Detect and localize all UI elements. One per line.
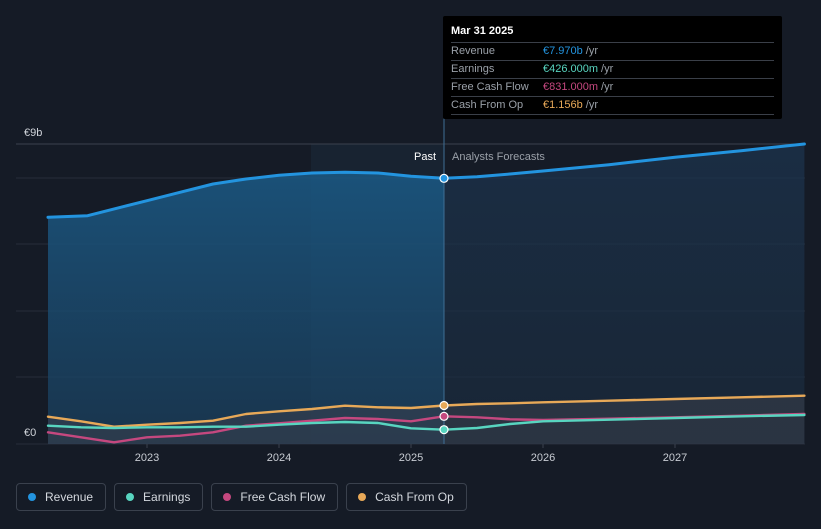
forecast-label: Analysts Forecasts (452, 151, 545, 163)
tooltip-unit: /yr (585, 99, 598, 111)
earnings-line (46, 413, 806, 431)
revenue-area-past (48, 172, 444, 445)
x-tick-label: 2023 (135, 452, 159, 464)
tooltip: Mar 31 2025 Revenue €7.970b /yr Earnings… (443, 16, 782, 119)
tooltip-value: €831.000m (543, 81, 599, 93)
legend-label: Earnings (143, 490, 191, 504)
legend-item-revenue[interactable]: Revenue (16, 483, 107, 511)
legend-label: Free Cash Flow (240, 490, 326, 504)
legend-item-earnings[interactable]: Earnings (114, 483, 204, 511)
legend-item-free-cash-flow[interactable]: Free Cash Flow (211, 483, 339, 511)
revenue-area-forecast (444, 144, 805, 444)
tooltip-date: Mar 31 2025 (451, 24, 774, 43)
x-tick-label: 2025 (399, 452, 423, 464)
tooltip-row-cash-from-op: Cash From Op €1.156b /yr (451, 97, 774, 115)
legend-dot-icon (126, 493, 135, 501)
tooltip-unit: /yr (585, 45, 598, 57)
tooltip-row-revenue: Revenue €7.970b /yr (451, 43, 774, 61)
marker-revenue (439, 173, 449, 183)
past-label: Past (414, 151, 436, 163)
tooltip-value: €7.970b (543, 45, 583, 57)
x-tick-label: 2027 (663, 452, 687, 464)
y-axis-bottom-label: €0 (24, 427, 36, 439)
tooltip-row-earnings: Earnings €426.000m /yr (451, 61, 774, 79)
marker-cash-from-op (439, 400, 449, 411)
legend-dot-icon (223, 493, 232, 501)
marker-free-cash-flow (439, 411, 449, 421)
marker-earnings (439, 425, 449, 435)
legend-dot-icon (28, 493, 36, 501)
x-tick-label: 2026 (531, 452, 555, 464)
legend-dot-icon (358, 493, 367, 501)
tooltip-label: Revenue (451, 45, 496, 57)
legend: Revenue Earnings Free Cash Flow Cash Fro… (16, 483, 467, 511)
tooltip-row-free-cash-flow: Free Cash Flow €831.000m /yr (451, 79, 774, 97)
legend-label: Revenue (45, 490, 94, 504)
tooltip-label: Free Cash Flow (451, 81, 529, 93)
cash-from-op-line (46, 394, 806, 428)
tooltip-label: Cash From Op (451, 99, 524, 111)
tooltip-unit: /yr (601, 63, 614, 75)
revenue-line (46, 142, 806, 219)
legend-label: Cash From Op (375, 490, 454, 504)
tooltip-value: €1.156b (543, 99, 583, 111)
tooltip-value: €426.000m (543, 63, 599, 75)
y-axis-top-label: €9b (24, 127, 42, 139)
legend-item-cash-from-op[interactable]: Cash From Op (346, 483, 467, 511)
tooltip-label: Earnings (451, 63, 495, 75)
tooltip-unit: /yr (601, 81, 614, 93)
x-tick-label: 2024 (267, 452, 291, 464)
